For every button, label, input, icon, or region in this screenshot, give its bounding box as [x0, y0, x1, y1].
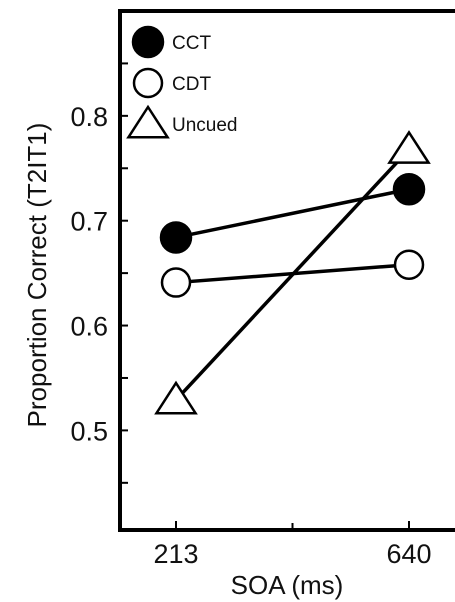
legend-marker-cdt — [132, 67, 164, 99]
y-ticks: 0.5 0.6 0.7 0.8 — [70, 62, 128, 484]
series-lines — [174, 148, 411, 402]
data-point-cct — [159, 221, 193, 254]
x-tick-label: 640 — [386, 539, 431, 569]
legend-marker-uncued — [126, 104, 170, 139]
legend-label-cdt: CDT — [172, 74, 211, 95]
x-axis-title: SOA (ms) — [231, 570, 344, 600]
y-tick-label: 0.7 — [70, 207, 108, 237]
data-point-uncued — [154, 380, 198, 415]
data-point-uncued — [387, 130, 431, 164]
series-markers — [154, 130, 431, 415]
legend-label-cct: CCT — [172, 33, 211, 54]
legend-marker-cct — [131, 25, 165, 59]
series-line-uncued — [174, 148, 411, 402]
y-tick-label: 0.6 — [70, 312, 108, 342]
y-tick-label: 0.8 — [70, 102, 108, 132]
x-ticks: 213 640 — [153, 521, 432, 569]
x-tick-label: 213 — [153, 539, 198, 569]
axes — [118, 9, 455, 532]
y-tick-label: 0.5 — [70, 416, 108, 446]
series-line-cct — [175, 187, 410, 240]
data-point-cdt — [160, 267, 192, 298]
legend-label-uncued: Uncued — [172, 115, 238, 136]
data-point-cct — [392, 172, 426, 206]
y-axis-title: Proportion Correct (T2IT1) — [22, 123, 52, 428]
legend: CCT CDT Uncued — [126, 25, 238, 139]
data-point-cdt — [393, 249, 425, 280]
